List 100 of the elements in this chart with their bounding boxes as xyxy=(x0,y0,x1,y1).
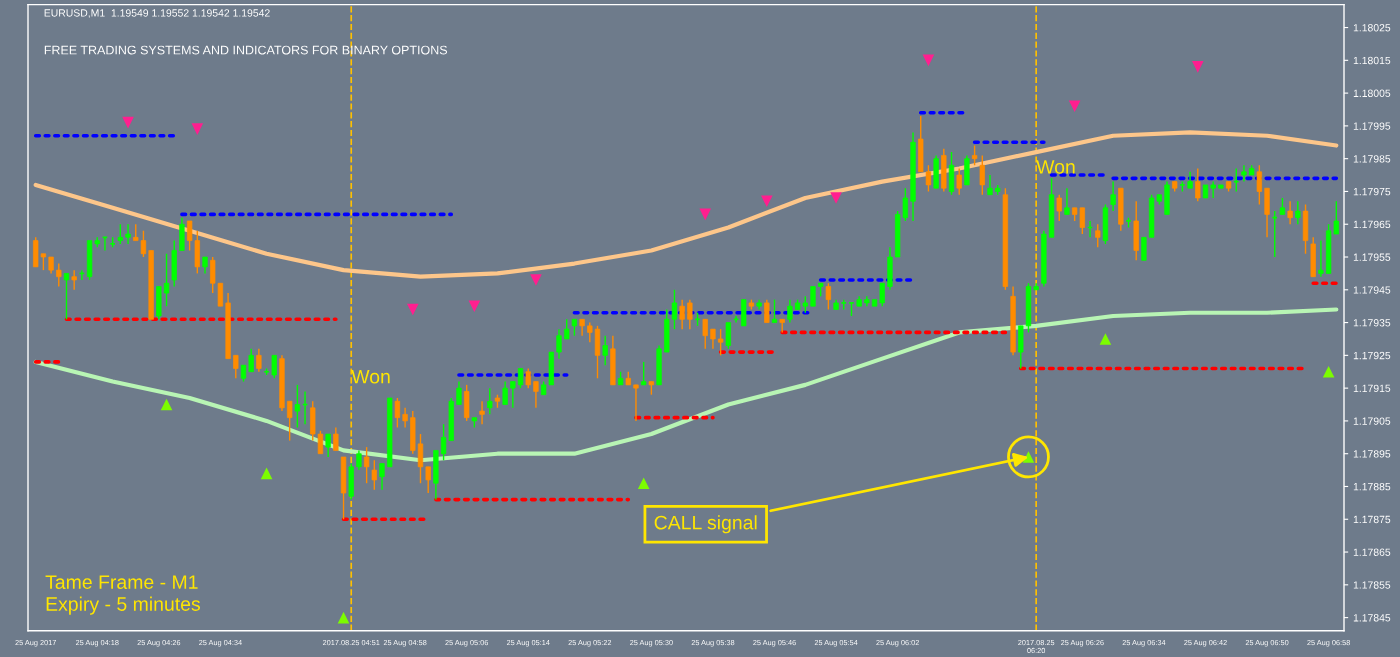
candlestick xyxy=(1056,194,1062,222)
candlestick xyxy=(402,407,408,429)
candlestick xyxy=(363,446,370,484)
y-tick-label: 1.17905 xyxy=(1353,417,1391,425)
y-tick-label: 1.17875 xyxy=(1353,515,1391,524)
y-tick-label: 1.18015 xyxy=(1353,56,1391,65)
annotation: Won xyxy=(1036,160,1075,174)
annotation: Tame Frame - M1 xyxy=(45,575,198,589)
candlestick xyxy=(1256,164,1262,206)
candlestick xyxy=(971,144,978,166)
point xyxy=(160,398,173,411)
point xyxy=(191,123,204,135)
candlestick xyxy=(702,318,708,350)
candlestick xyxy=(425,466,431,494)
y-tick-label: 1.17895 xyxy=(1353,450,1391,458)
candlestick xyxy=(1110,180,1116,212)
candlestick xyxy=(956,167,962,196)
candlestick xyxy=(256,348,262,373)
candlestick xyxy=(56,262,62,288)
candlestick xyxy=(394,397,401,429)
point xyxy=(260,467,273,480)
candlestick xyxy=(125,223,131,245)
candlestick xyxy=(687,298,693,330)
candlestick xyxy=(294,384,301,429)
candlestick xyxy=(564,318,570,340)
candlestick xyxy=(1195,167,1201,202)
candlestick xyxy=(587,321,593,343)
candlestick xyxy=(271,354,277,379)
text: FREE TRADING SYSTEMS AND INDICATORS FOR BINARY OPTIONS xyxy=(44,45,448,55)
y-tick-label: 1.17955 xyxy=(1353,253,1391,261)
candlestick xyxy=(771,298,778,324)
candlestick xyxy=(1064,187,1070,216)
candlestick xyxy=(1271,210,1278,258)
candlestick xyxy=(525,367,531,389)
candlestick xyxy=(810,285,816,307)
candlestick xyxy=(1295,200,1301,225)
y-tick-label: 1.17935 xyxy=(1353,319,1391,327)
candlestick xyxy=(787,298,793,324)
candlestick xyxy=(487,387,493,416)
candlestick xyxy=(679,298,685,330)
candlestick xyxy=(1241,164,1247,183)
point xyxy=(637,477,650,490)
y-tick-label: 1.18025 xyxy=(1353,24,1391,32)
candlestick xyxy=(825,282,832,311)
candlestick xyxy=(287,400,293,442)
candlestick xyxy=(533,380,539,409)
candlestick xyxy=(379,462,385,491)
candlestick xyxy=(456,380,462,406)
line-series xyxy=(33,307,1339,463)
candlestick xyxy=(371,459,377,491)
candlestick xyxy=(602,334,608,366)
candlestick xyxy=(233,354,239,379)
point xyxy=(922,54,935,67)
point xyxy=(699,208,712,221)
y-tick-label: 1.17885 xyxy=(1353,482,1391,491)
annotation: Won xyxy=(351,369,390,384)
candlestick xyxy=(710,328,716,350)
point xyxy=(830,192,842,204)
point xyxy=(1322,365,1335,378)
candlestick xyxy=(979,154,985,196)
y-tick-label: 1.18005 xyxy=(1353,89,1391,97)
candlestick xyxy=(987,174,993,196)
candlestick xyxy=(517,367,524,389)
candlestick xyxy=(63,272,70,320)
candlestick xyxy=(641,361,647,386)
point xyxy=(337,611,350,624)
chart-title: EURUSD,M1 1.19549 1.19552 1.19542 1.19542 xyxy=(44,9,270,18)
annotation: CALL signal xyxy=(654,515,757,534)
candlestick xyxy=(732,315,740,324)
point xyxy=(530,274,542,286)
candlestick xyxy=(502,380,508,406)
line-series xyxy=(33,130,1339,279)
y-tick-label: 1.17995 xyxy=(1353,122,1391,130)
y-tick-label: 1.17965 xyxy=(1353,220,1391,229)
candlestick xyxy=(479,400,485,425)
candlestick xyxy=(163,253,170,307)
point xyxy=(468,300,481,312)
candlestick xyxy=(717,328,724,357)
candlestick xyxy=(356,449,362,471)
y-tick-label: 1.17985 xyxy=(1353,155,1391,163)
y-tick-label: 1.17975 xyxy=(1353,187,1391,196)
candlestick xyxy=(1318,239,1324,278)
y-tick-label: 1.17865 xyxy=(1353,548,1391,556)
candlestick xyxy=(417,433,424,484)
candlestick xyxy=(1210,180,1216,199)
annotation: Expiry - 5 minutes xyxy=(46,596,201,615)
candlestick xyxy=(556,328,562,360)
candlestick xyxy=(510,380,516,409)
candlestick xyxy=(333,426,339,452)
candlestick xyxy=(325,433,331,458)
point xyxy=(761,195,773,208)
y-tick-label: 1.17945 xyxy=(1353,286,1391,294)
candlestick xyxy=(117,223,124,245)
point xyxy=(1191,61,1204,73)
y-tick-label: 1.17915 xyxy=(1353,384,1391,393)
y-tick-label: 1.17925 xyxy=(1353,351,1391,360)
point xyxy=(1068,100,1081,113)
candlestick xyxy=(1141,236,1147,261)
point xyxy=(406,303,419,316)
candlestick xyxy=(1095,223,1101,248)
